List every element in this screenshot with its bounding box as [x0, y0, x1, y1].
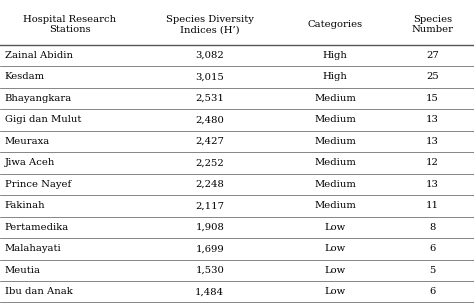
Text: Medium: Medium: [314, 116, 356, 124]
Text: 13: 13: [426, 137, 439, 146]
Text: 8: 8: [429, 223, 436, 232]
Text: Malahayati: Malahayati: [5, 244, 62, 253]
Text: 25: 25: [426, 72, 439, 81]
Text: 6: 6: [429, 287, 436, 296]
Text: Fakinah: Fakinah: [5, 201, 46, 210]
Text: Bhayangkara: Bhayangkara: [5, 94, 72, 103]
Text: Low: Low: [325, 266, 346, 275]
Text: 1,484: 1,484: [195, 287, 224, 296]
Text: Medium: Medium: [314, 94, 356, 103]
Text: Medium: Medium: [314, 158, 356, 168]
Text: 27: 27: [426, 51, 439, 60]
Text: Gigi dan Mulut: Gigi dan Mulut: [5, 116, 81, 124]
Text: 2,531: 2,531: [195, 94, 224, 103]
Text: 2,480: 2,480: [195, 116, 224, 124]
Text: 3,015: 3,015: [195, 72, 224, 81]
Text: Low: Low: [325, 244, 346, 253]
Text: 11: 11: [426, 201, 439, 210]
Text: High: High: [323, 72, 348, 81]
Text: High: High: [323, 51, 348, 60]
Text: Medium: Medium: [314, 180, 356, 189]
Text: Meutia: Meutia: [5, 266, 41, 275]
Text: Categories: Categories: [308, 20, 363, 29]
Text: Low: Low: [325, 223, 346, 232]
Text: Jiwa Aceh: Jiwa Aceh: [5, 158, 55, 168]
Text: 3,082: 3,082: [195, 51, 224, 60]
Text: 1,530: 1,530: [195, 266, 224, 275]
Text: Prince Nayef: Prince Nayef: [5, 180, 71, 189]
Text: 2,248: 2,248: [195, 180, 224, 189]
Text: 2,252: 2,252: [195, 158, 224, 168]
Text: 2,427: 2,427: [195, 137, 224, 146]
Text: 13: 13: [426, 116, 439, 124]
Text: 1,908: 1,908: [195, 223, 224, 232]
Text: Meuraxa: Meuraxa: [5, 137, 50, 146]
Text: 2,117: 2,117: [195, 201, 224, 210]
Text: Species Diversity
Indices (H’): Species Diversity Indices (H’): [166, 15, 254, 34]
Text: Ibu dan Anak: Ibu dan Anak: [5, 287, 73, 296]
Text: Low: Low: [325, 287, 346, 296]
Text: 13: 13: [426, 180, 439, 189]
Text: 5: 5: [429, 266, 436, 275]
Text: Kesdam: Kesdam: [5, 72, 45, 81]
Text: Medium: Medium: [314, 201, 356, 210]
Text: Species
Number: Species Number: [411, 15, 454, 34]
Text: 6: 6: [429, 244, 436, 253]
Text: 1,699: 1,699: [195, 244, 224, 253]
Text: 12: 12: [426, 158, 439, 168]
Text: 15: 15: [426, 94, 439, 103]
Text: Zainal Abidin: Zainal Abidin: [5, 51, 73, 60]
Text: Medium: Medium: [314, 137, 356, 146]
Text: Hospital Research
Stations: Hospital Research Stations: [23, 15, 117, 34]
Text: Pertamedika: Pertamedika: [5, 223, 69, 232]
